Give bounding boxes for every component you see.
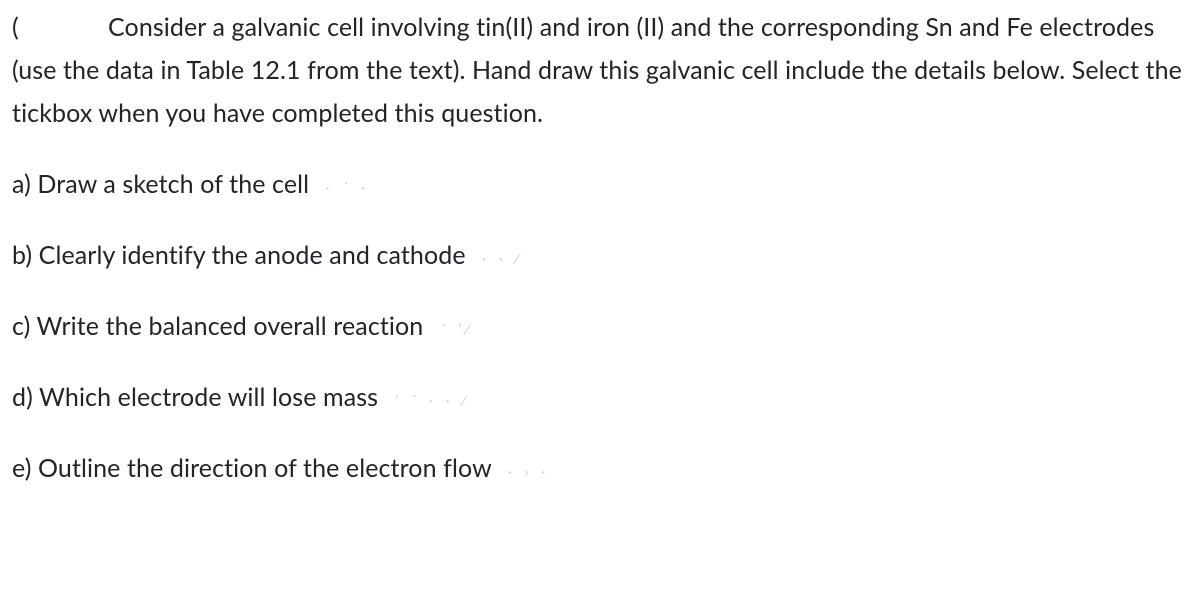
- smudge-icon: ʼ ˙ · · ⁄: [395, 389, 470, 413]
- smudge-icon: · › ·: [508, 460, 550, 484]
- open-paren: (: [12, 12, 19, 42]
- intro-text: Consider a galvanic cell involving tin(I…: [12, 12, 1182, 128]
- part-a-text: a) Draw a sketch of the cell: [12, 169, 309, 199]
- smudge-icon: · ˙ ·: [326, 176, 370, 200]
- part-d: d) Which electrode will lose mass ʼ ˙ · …: [12, 376, 1188, 419]
- part-d-text: d) Which electrode will lose mass: [12, 382, 378, 412]
- part-c: c) Write the balanced overall reaction ˙…: [12, 305, 1188, 348]
- question-page: (Consider a galvanic cell involving tin(…: [0, 0, 1200, 598]
- question-intro: (Consider a galvanic cell involving tin(…: [12, 6, 1188, 135]
- question-parts: a) Draw a sketch of the cell · ˙ · b) Cl…: [12, 163, 1188, 490]
- paren-gap: (: [12, 6, 108, 49]
- part-e-text: e) Outline the direction of the electron…: [12, 453, 491, 483]
- part-b: b) Clearly identify the anode and cathod…: [12, 234, 1188, 277]
- part-a: a) Draw a sketch of the cell · ˙ ·: [12, 163, 1188, 206]
- part-c-text: c) Write the balanced overall reaction: [12, 311, 423, 341]
- smudge-icon: ˙ ʼ⁄: [440, 318, 473, 342]
- part-b-text: b) Clearly identify the anode and cathod…: [12, 240, 466, 270]
- smudge-icon: · · ⁄: [482, 247, 523, 271]
- part-e: e) Outline the direction of the electron…: [12, 447, 1188, 490]
